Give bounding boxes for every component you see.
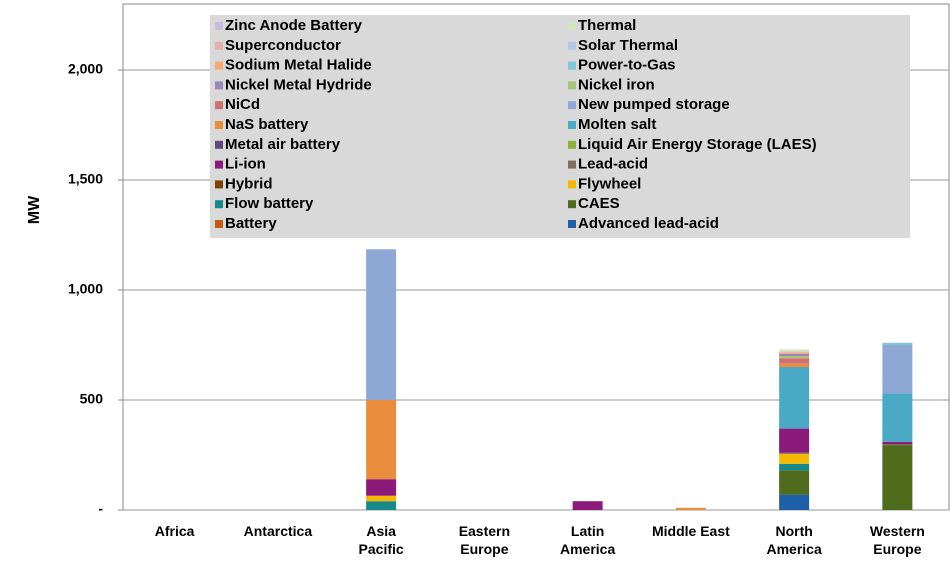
bar-segment	[882, 444, 913, 446]
legend-label: NiCd	[225, 96, 260, 113]
legend-swatch	[215, 61, 223, 70]
legend-swatch	[568, 220, 576, 228]
y-tick-label: 1,500	[68, 171, 103, 187]
bar-segment	[882, 393, 913, 442]
bar-segment	[366, 249, 397, 400]
bar-segment	[882, 345, 913, 394]
legend-label: Hybrid	[225, 175, 273, 192]
legend-swatch	[568, 61, 576, 70]
legend-swatch	[215, 41, 223, 50]
bar-segment	[779, 352, 810, 354]
legend-label: Advanced lead-acid	[578, 215, 719, 232]
legend-swatch	[215, 101, 223, 110]
x-tick-label: Asia Pacific	[358, 523, 404, 557]
y-tick-label: -	[98, 501, 103, 517]
legend-swatch	[568, 140, 576, 149]
bar-segment	[572, 501, 603, 510]
legend-swatch	[215, 81, 223, 90]
legend-swatch	[568, 200, 576, 209]
legend-label: Solar Thermal	[578, 37, 678, 54]
bar-segment	[779, 349, 810, 352]
legend-label: Li-ion	[225, 156, 266, 173]
y-tick-label: 500	[80, 391, 104, 407]
x-tick-label: Africa	[154, 523, 195, 539]
legend-swatch	[215, 200, 223, 209]
x-tick-label: North America	[766, 523, 822, 557]
legend-label: Battery	[225, 215, 277, 232]
legend-swatch	[215, 180, 223, 189]
legend-swatch	[215, 121, 223, 129]
bar-segment	[882, 445, 913, 510]
legend-label: Lead-acid	[578, 156, 648, 173]
legend-swatch	[568, 160, 576, 169]
x-tick-label: Latin America	[559, 523, 616, 557]
bar-segment	[779, 367, 810, 429]
legend-label: Nickel Metal Hydride	[225, 76, 372, 93]
bar-segment	[366, 479, 397, 496]
bar-segment	[779, 453, 810, 464]
bar-segment	[779, 351, 810, 353]
legend-label: Metal air battery	[225, 136, 341, 153]
bar-segment	[779, 358, 810, 364]
bar-segment	[675, 507, 706, 510]
legend-label: NaS battery	[225, 116, 309, 133]
legend-swatch	[568, 81, 576, 90]
legend-swatch	[215, 220, 223, 228]
bar-segment	[779, 356, 810, 359]
legend: Zinc Anode Battery Thermal Superconductor S…	[210, 15, 910, 238]
legend-label: Flow battery	[225, 195, 314, 212]
legend-label: Zinc Anode Battery	[225, 17, 363, 34]
x-tick-label: Eastern Europe	[458, 523, 511, 557]
legend-swatch	[215, 160, 223, 169]
legend-label: Liquid Air Energy Storage (LAES)	[578, 136, 817, 153]
legend-label: Nickel iron	[578, 76, 655, 93]
legend-label: CAES	[578, 195, 620, 212]
legend-label: Sodium Metal Halide	[225, 57, 372, 74]
bar-segment	[779, 353, 810, 356]
x-tick-label: Antarctica	[243, 523, 313, 539]
bar-segment	[779, 428, 810, 453]
legend-label: New pumped storage	[578, 96, 730, 113]
legend-swatch	[568, 22, 576, 30]
legend-swatch	[215, 140, 223, 149]
bar-segment	[779, 363, 810, 367]
bar-segment	[366, 400, 397, 480]
y-tick-label: 2,000	[68, 61, 103, 77]
legend-swatch	[568, 121, 576, 129]
bar-segment	[779, 470, 810, 495]
x-tick-label: Middle East	[651, 523, 730, 539]
legend-label: Power-to-Gas	[578, 57, 676, 74]
bar-segment	[779, 463, 810, 471]
legend-label: Superconductor	[225, 37, 341, 54]
legend-label: Thermal	[578, 17, 636, 34]
legend-swatch	[215, 22, 223, 30]
legend-swatch	[568, 101, 576, 110]
bar-segment	[882, 342, 913, 345]
bar-segment	[779, 452, 810, 454]
legend-swatch	[568, 180, 576, 189]
y-tick-label: 1,000	[68, 281, 103, 297]
legend-box	[210, 15, 910, 238]
bar-segment	[882, 441, 913, 444]
legend-label: Flywheel	[578, 175, 641, 192]
bar-segment	[366, 495, 397, 502]
y-axis-label: MW	[26, 195, 43, 224]
bar-segment	[366, 501, 397, 510]
legend-swatch	[568, 41, 576, 50]
legend-label: Molten salt	[578, 116, 656, 133]
x-tick-label: Western Europe	[869, 523, 925, 557]
bar-segment	[779, 494, 810, 510]
